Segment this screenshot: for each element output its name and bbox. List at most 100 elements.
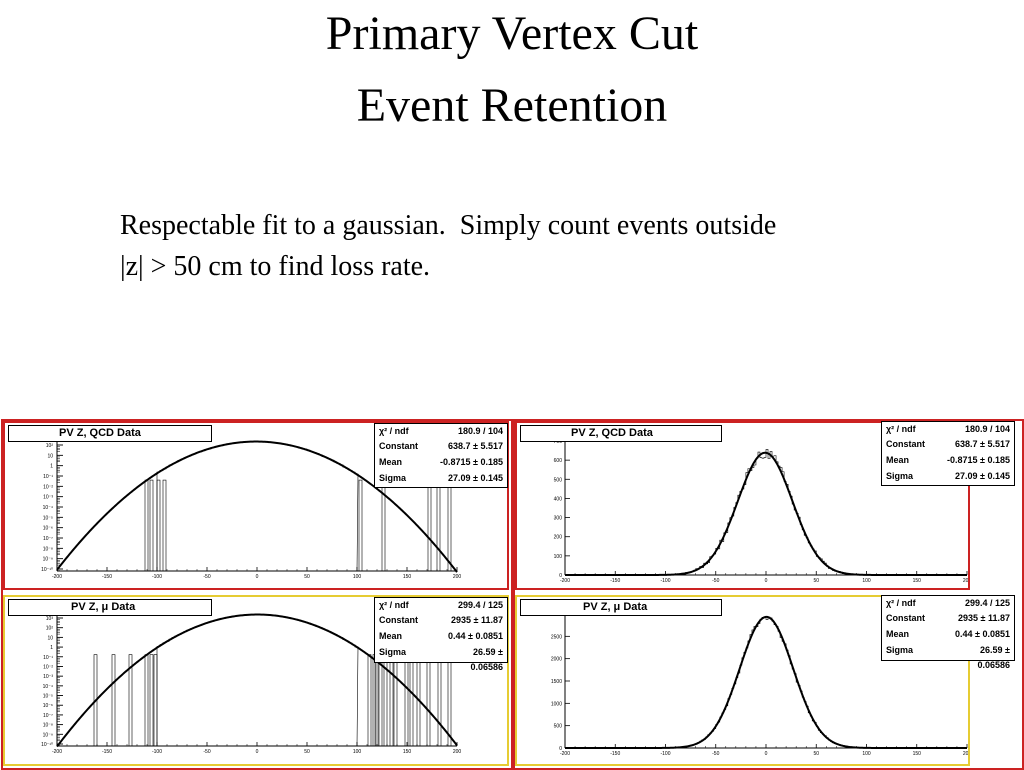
y-tick-label: 10⁻¹⁰ (41, 742, 53, 748)
fit-stats-box: χ² / ndf 180.9 / 104 Constant 638.7 ± 5.51… (374, 423, 508, 488)
y-tick-label: 10² (46, 626, 54, 632)
y-tick-label: 10⁻⁴ (43, 684, 53, 690)
x-tick-label: 200 (963, 751, 968, 757)
y-tick-label: 100 (554, 554, 563, 560)
y-tick-label: 10⁻³ (43, 495, 53, 501)
plot-title: PV Z, μ Data (583, 601, 648, 613)
y-tick-label: 500 (554, 477, 563, 483)
gaussian-fit-curve (565, 451, 967, 576)
outlier-bin (367, 654, 372, 747)
fit-stats-box: χ² / ndf 180.9 / 104 Constant 638.7 ± 5.51… (881, 421, 1015, 486)
outlier-bin (162, 479, 167, 572)
y-tick-label: 10⁻⁹ (43, 732, 53, 738)
x-tick-label: 100 (353, 574, 362, 580)
gaussian-fit-curve (56, 440, 458, 573)
fit-stats-box: χ² / ndf 299.4 / 125 Constant 2935 ± 11.87… (374, 597, 508, 672)
outlier-bin (389, 654, 394, 747)
histogram-steps (156, 614, 359, 747)
x-tick-label: -200 (560, 751, 570, 757)
plot-title: PV Z, μ Data (71, 601, 136, 613)
y-tick-label: 10⁻¹ (43, 474, 53, 480)
outlier-bin (358, 479, 363, 572)
outlier-bin (149, 654, 154, 747)
x-tick-label: -200 (560, 578, 570, 584)
y-tick-label: 10⁻⁷ (43, 713, 53, 719)
y-tick-label: 300 (554, 516, 563, 522)
histogram-steps (156, 441, 359, 572)
x-tick-label: -100 (660, 578, 670, 584)
x-tick-label: 0 (765, 751, 768, 757)
stats-row-sigma: Sigma 27.09 ± 0.145 (379, 473, 503, 483)
y-tick-label: 10 (47, 635, 53, 641)
x-tick-label: 150 (403, 574, 412, 580)
outlier-bin (149, 479, 154, 572)
gaussian-fit-curve (56, 613, 458, 748)
y-tick-label: 10⁻² (43, 664, 53, 670)
x-tick-label: -200 (52, 574, 62, 580)
y-tick-label: 10⁻⁴ (43, 505, 53, 511)
x-tick-label: -150 (102, 749, 112, 755)
plot-title-box: PV Z, QCD Data (8, 425, 212, 442)
y-tick-label: 1 (50, 645, 53, 651)
y-tick-label: 1 (50, 464, 53, 470)
x-tick-label: 100 (862, 751, 871, 757)
plot-title: PV Z, QCD Data (571, 427, 653, 439)
outlier-bin (427, 479, 432, 572)
x-tick-label: -100 (152, 749, 162, 755)
y-tick-label: 10⁻⁸ (43, 546, 53, 552)
stats-row-constant: Constant 638.7 ± 5.517 (379, 441, 503, 451)
plot-title-box: PV Z, μ Data (8, 599, 212, 616)
plot-title-box: PV Z, μ Data (520, 599, 722, 616)
outlier-bin (374, 654, 379, 747)
outlier-bin (144, 479, 149, 572)
y-tick-label: 10⁻⁸ (43, 723, 53, 729)
outlier-bin (144, 654, 149, 747)
y-tick-label: 10⁻⁵ (43, 515, 53, 521)
plot-title: PV Z, QCD Data (59, 427, 141, 439)
y-tick-label: 1500 (551, 679, 562, 685)
slide-title-line-1: Primary Vertex Cut (325, 7, 699, 60)
x-tick-label: 50 (813, 578, 819, 584)
stats-row-sigma: Sigma 26.59 ± 0.06586 (379, 647, 503, 672)
mu-log-plot-pad: -200 -150 -100 -50 0 50 100 150 200 10³ 10² 10 1 10⁻¹… (3, 595, 509, 766)
x-tick-label: -200 (52, 749, 62, 755)
x-tick-label: -50 (712, 751, 719, 757)
stats-row-constant: Constant 2935 ± 11.87 (379, 615, 503, 625)
slide-title-line-2: Event Retention (356, 79, 668, 132)
x-tick-label: 100 (353, 749, 362, 755)
x-tick-label: 0 (256, 749, 259, 755)
y-tick-label: 1000 (551, 701, 562, 707)
stats-row-constant: Constant 638.7 ± 5.517 (886, 439, 1010, 449)
stats-row-chi2: χ² / ndf 299.4 / 125 (379, 600, 503, 610)
slide-body-line-1: Respectable fit to a gaussian. Simply co… (120, 210, 777, 241)
x-tick-label: -50 (712, 578, 719, 584)
y-tick-label: 10⁻⁹ (43, 557, 53, 563)
y-tick-label: 200 (554, 535, 563, 541)
y-tick-label: 600 (554, 458, 563, 464)
y-tick-label: 2000 (551, 657, 562, 663)
x-tick-label: -100 (152, 574, 162, 580)
y-tick-label: 10³ (46, 616, 54, 622)
outlier-bin (372, 654, 377, 747)
y-tick-label: 700 (554, 439, 563, 445)
x-tick-label: -150 (102, 574, 112, 580)
stats-row-sigma: Sigma 27.09 ± 0.145 (886, 471, 1010, 481)
x-tick-label: 50 (813, 751, 819, 757)
x-tick-label: -150 (610, 578, 620, 584)
y-tick-label: 10⁻⁶ (43, 703, 53, 709)
x-tick-label: 0 (256, 574, 259, 580)
x-tick-label: 200 (963, 578, 968, 584)
outlier-bin (409, 654, 414, 747)
outlier-bin (378, 654, 383, 747)
stats-row-sigma: Sigma 26.59 ± 0.06586 (886, 645, 1010, 670)
y-tick-label: 0 (559, 746, 562, 752)
stats-row-constant: Constant 2935 ± 11.87 (886, 613, 1010, 623)
x-tick-label: 50 (304, 749, 310, 755)
x-tick-label: 150 (403, 749, 412, 755)
outlier-bin (404, 654, 409, 747)
x-tick-label: 0 (765, 578, 768, 584)
x-tick-label: -50 (203, 749, 210, 755)
x-tick-label: 50 (304, 574, 310, 580)
outlier-bin (128, 654, 133, 747)
stats-row-chi2: χ² / ndf 180.9 / 104 (379, 426, 503, 436)
